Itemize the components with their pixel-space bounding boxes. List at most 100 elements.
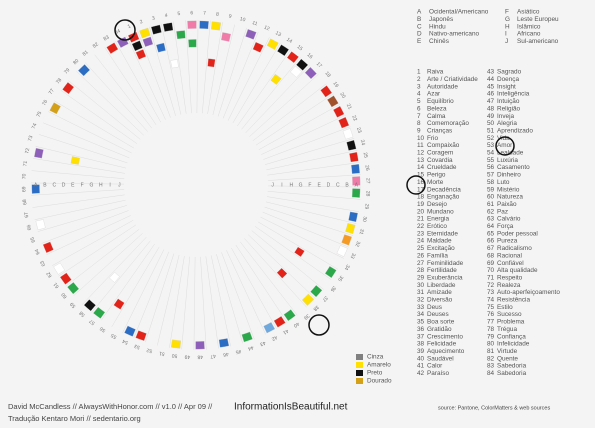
meaning-label: Autoridade (427, 83, 458, 90)
meaning-label: Amor (497, 142, 513, 149)
meaning-label: Aquecimento (427, 348, 465, 355)
spoke (244, 238, 307, 308)
sector-number: 22 (350, 115, 358, 123)
spoke (258, 104, 341, 150)
cell (31, 184, 40, 194)
meaning-label: Paixão (497, 201, 517, 208)
cell (352, 176, 361, 186)
sector-number: 32 (353, 240, 361, 247)
meaning-label: Saudável (427, 355, 454, 362)
cell (53, 262, 65, 275)
meaning-label: Alta qualidade (497, 267, 538, 274)
sector-number: 29 (363, 203, 370, 209)
meaning-number: 29 (417, 274, 425, 281)
meaning-number: 42 (417, 370, 425, 377)
meaning-label: Decadência (427, 186, 461, 193)
meaning-number: 35 (417, 319, 425, 326)
meaning-number: 23 (417, 230, 425, 237)
spoke (82, 236, 147, 305)
spoke (261, 115, 346, 155)
spoke (33, 158, 125, 174)
sector-number: 31 (358, 228, 365, 235)
spoke (85, 62, 148, 132)
spoke (51, 220, 134, 266)
spoke (241, 57, 301, 130)
meaning-number: 16 (417, 179, 425, 186)
ring-letter: B (345, 182, 349, 188)
sector-number: 82 (92, 41, 100, 49)
meaning-label: Respeito (497, 274, 523, 281)
cell (35, 219, 46, 231)
cell (273, 316, 286, 328)
meaning-number: 51 (487, 127, 495, 134)
sector-number: 52 (146, 347, 153, 354)
spoke (267, 162, 360, 176)
meaning-number: 21 (417, 216, 425, 223)
sector-number: 30 (361, 216, 368, 223)
meaning-number: 8 (417, 120, 421, 127)
spoke (137, 30, 171, 118)
spoke (41, 210, 129, 244)
meaning-label: Sabedoria (497, 363, 527, 370)
credit: David McCandless // AlwaysWithHonor.com … (8, 402, 213, 411)
sector-number: 60 (60, 291, 68, 299)
meaning-label: Morte (427, 179, 444, 186)
culture-letter: E (417, 38, 421, 45)
meaning-label: Excitação (427, 245, 455, 252)
ring-letter: I (109, 182, 110, 188)
meaning-label: Mistério (497, 186, 520, 193)
spoke (226, 250, 266, 335)
meaning-number: 76 (487, 311, 495, 318)
meaning-number: 78 (487, 326, 495, 333)
cell (221, 32, 232, 42)
meaning-number: 62 (487, 208, 495, 215)
spoke (31, 189, 125, 196)
cell (286, 51, 299, 64)
cell (324, 266, 337, 279)
spoke (185, 20, 192, 114)
meaning-label: Crianças (427, 127, 452, 134)
spoke (122, 249, 165, 333)
highlights (114, 19, 515, 336)
spoke (91, 240, 151, 313)
sector-number: 3 (152, 15, 156, 22)
meaning-label: Paz (497, 208, 508, 215)
sector-number: 61 (52, 281, 60, 289)
meaning-label: Intuição (497, 98, 520, 105)
sector-number: 8 (216, 12, 220, 18)
meaning-label: Calvário (497, 216, 521, 223)
meaning-number: 17 (417, 186, 425, 193)
culture-letter: G (505, 16, 510, 23)
sector-number: 62 (45, 270, 53, 278)
side-lists: A Ocidental/Americano B Japonês C Hindu D Nativ… (356, 9, 560, 385)
sector-number: 68 (22, 199, 29, 205)
meaning-number: 26 (417, 252, 425, 259)
meaning-number: 49 (487, 113, 495, 120)
spoke (73, 233, 143, 296)
meaning-label: Racional (497, 252, 522, 259)
meaning-number: 31 (417, 289, 425, 296)
sector-number: 23 (355, 127, 363, 134)
meaning-number: 84 (487, 370, 495, 377)
spoke (31, 170, 125, 179)
sector-number: 59 (69, 301, 77, 309)
sector-number: 38 (312, 304, 320, 312)
spoke (257, 221, 338, 270)
meaning-number: 68 (487, 252, 495, 259)
spoke (260, 216, 344, 259)
culture-letter: F (505, 9, 509, 16)
meaning-label: Calma (427, 113, 446, 120)
meaning-number: 18 (417, 194, 425, 201)
sector-number: 12 (263, 25, 271, 33)
meaning-number: 83 (487, 363, 495, 370)
ring-letter: H (99, 182, 103, 188)
spoke (76, 71, 145, 136)
meaning-number: 22 (417, 223, 425, 230)
spoke (145, 253, 175, 343)
culture-name: Leste Europeu (517, 16, 559, 23)
spoke (43, 122, 130, 159)
spoke (267, 185, 361, 188)
meaning-number: 11 (417, 142, 424, 149)
spoke (111, 246, 160, 327)
